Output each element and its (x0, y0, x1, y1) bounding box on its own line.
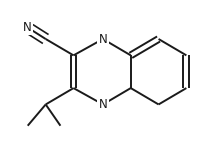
Text: N: N (99, 98, 107, 111)
Text: N: N (23, 21, 32, 34)
Text: N: N (99, 33, 107, 45)
